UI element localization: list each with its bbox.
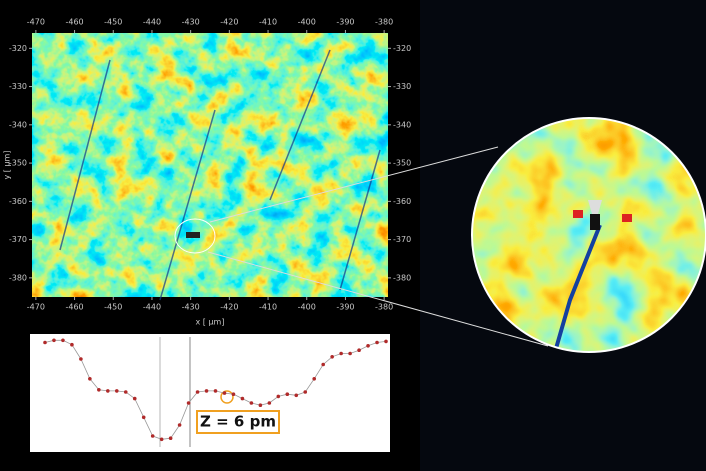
x-tick-label: -470: [27, 303, 45, 312]
profile-point: [375, 340, 379, 345]
profile-point: [231, 392, 236, 397]
profile-point: [366, 344, 370, 348]
y-tick-label: -380: [9, 273, 27, 282]
y-tick-label: -380: [393, 273, 411, 282]
zoom-line: [207, 251, 549, 347]
profile-point: [285, 392, 290, 397]
profile-point: [240, 396, 245, 401]
x-tick-label: -440: [143, 303, 161, 312]
x-tick-label: -410: [259, 18, 277, 27]
profile-point: [61, 338, 65, 343]
profile-point: [70, 342, 74, 347]
x-tick-label: -470: [27, 18, 45, 27]
profile-panel: [30, 334, 390, 452]
y-tick-label: -370: [393, 235, 411, 244]
x-tick-label: -410: [259, 303, 277, 312]
profile-point: [159, 437, 164, 442]
annotation: Z = 6 pm: [200, 413, 276, 431]
y-tick-label: -360: [393, 197, 411, 206]
profile-point: [339, 351, 343, 356]
y-tick-label: -340: [393, 120, 411, 129]
zoom-view: [472, 118, 706, 352]
x-tick-label: -380: [375, 303, 393, 312]
profile-point: [276, 394, 281, 399]
x-tick-label: -390: [336, 18, 354, 27]
x-tick-label: -420: [220, 18, 238, 27]
heatmap-image: [32, 33, 388, 297]
profile-point: [123, 390, 128, 394]
profile-point: [348, 351, 352, 356]
x-tick-label: -400: [298, 18, 316, 27]
profile-point: [106, 389, 110, 393]
profile-point: [204, 389, 209, 393]
y-tick-label: -330: [393, 82, 411, 91]
profile-point: [312, 377, 317, 381]
probe-icon: [573, 200, 632, 230]
scratches: [59, 49, 381, 301]
profile-point: [186, 401, 191, 405]
profile-point: [150, 434, 155, 438]
profile-point: [195, 390, 200, 394]
profile-point: [222, 391, 227, 395]
x-tick-label: -430: [182, 18, 200, 27]
y-tick-label: -350: [9, 159, 27, 168]
x-tick-label: -390: [336, 303, 354, 312]
probe-marker: [186, 232, 200, 238]
profile-point: [384, 339, 388, 344]
profile-point: [303, 390, 308, 394]
y-axis-label: y [ µm]: [3, 151, 12, 180]
x-tick-label: -460: [65, 303, 83, 312]
profile-point: [114, 389, 119, 393]
y-tick-label: -350: [393, 159, 411, 168]
y-tick-label: -320: [393, 44, 411, 53]
x-tick-label: -450: [104, 18, 122, 27]
profile-point: [330, 355, 334, 359]
profile-point: [52, 338, 56, 343]
profile-point: [97, 388, 101, 392]
x-tick-label: -380: [375, 18, 393, 27]
profile-point: [79, 357, 83, 361]
profile-point: [88, 377, 92, 381]
x-tick-label: -450: [104, 303, 122, 312]
profile-point: [258, 403, 263, 408]
y-tick-label: -340: [9, 120, 27, 129]
y-tick-label: -330: [9, 82, 27, 91]
y-tick-label: -370: [9, 235, 27, 244]
profile-point: [267, 401, 272, 405]
profile-point: [321, 362, 325, 367]
zoom-image: [472, 118, 706, 352]
x-tick-label: -460: [65, 18, 83, 27]
profile-point: [249, 401, 254, 405]
x-tick-label: -420: [220, 303, 238, 312]
x-tick-label: -400: [298, 303, 316, 312]
zoom-marker: [174, 218, 216, 254]
profile-point: [213, 389, 218, 393]
profile-point: [141, 415, 146, 420]
y-tick-label: -360: [9, 197, 27, 206]
profile-point: [168, 436, 173, 441]
zoom-scratch: [553, 224, 602, 352]
profile-point: [357, 348, 361, 353]
annotation-circle: [220, 390, 234, 404]
x-axis-label: x [ µm]: [196, 318, 225, 327]
y-tick-label: -320: [9, 44, 27, 53]
zoom-line: [209, 146, 499, 223]
annotation-box: [196, 410, 280, 434]
x-tick-label: -440: [143, 18, 161, 27]
zoom-circle: [471, 117, 706, 353]
profile-point: [132, 396, 137, 401]
profile-point: [177, 423, 182, 427]
x-tick-label: -430: [182, 303, 200, 312]
profile-point: [294, 393, 299, 398]
profile-point: [43, 340, 47, 345]
